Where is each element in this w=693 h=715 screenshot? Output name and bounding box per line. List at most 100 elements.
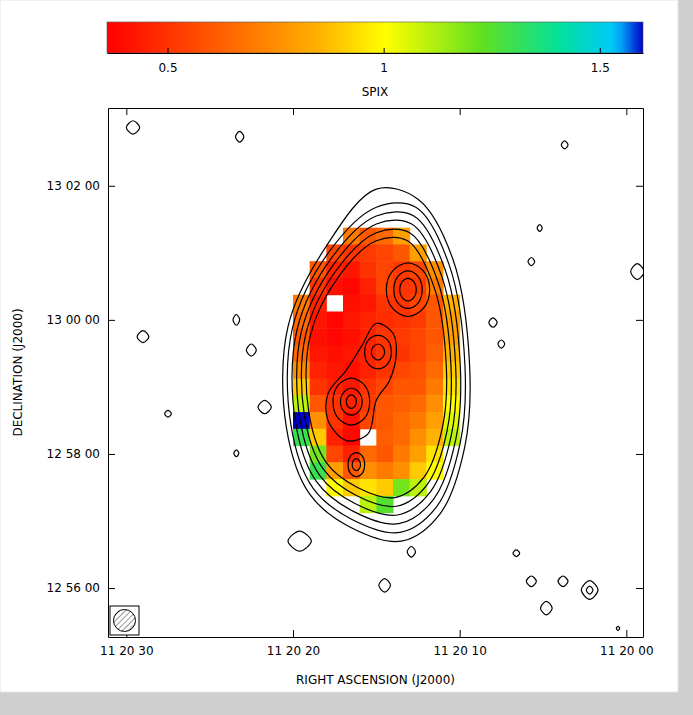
- contour: [287, 203, 465, 533]
- y-axis-right-tick: [636, 320, 643, 321]
- contour: [234, 450, 239, 457]
- contour: [541, 601, 553, 614]
- spix-cell: [376, 446, 393, 463]
- x-axis-tick-mark: [293, 630, 294, 637]
- contour: [301, 229, 451, 507]
- spix-cell: [410, 429, 427, 446]
- y-axis-right-tick: [636, 454, 643, 455]
- contour: [386, 263, 429, 317]
- contour: [581, 581, 598, 600]
- spix-cell: [376, 261, 393, 278]
- spix-cell: [343, 429, 360, 446]
- contour: [513, 550, 520, 557]
- x-axis-top-tick-mark: [626, 108, 627, 115]
- y-axis-tick-label: 13 00 00: [47, 313, 100, 327]
- spix-cell: [426, 412, 443, 429]
- spix-cell: [310, 345, 327, 362]
- y-axis-right-tick-mark: [636, 186, 643, 187]
- spix-cell: [310, 278, 327, 295]
- spix-cell: [426, 328, 443, 345]
- colorbar-axis: 0.511.5: [108, 48, 644, 75]
- spix-cell: [426, 261, 443, 278]
- y-axis-tick-mark: [108, 186, 115, 187]
- spix-cell: [426, 395, 443, 412]
- contour: [352, 459, 360, 471]
- colorbar-tick: 1: [380, 48, 388, 75]
- spix-cell: [376, 412, 393, 429]
- spix-cell: [426, 345, 443, 362]
- plot-area: [126, 121, 643, 631]
- x-axis-tick: 11 20 10: [433, 630, 486, 658]
- contour: [498, 340, 505, 348]
- spix-cell: [310, 379, 327, 396]
- contour: [258, 400, 271, 413]
- spix-cell: [393, 244, 410, 261]
- contour: [346, 395, 356, 408]
- colorbar-title: SPIX: [362, 85, 389, 99]
- beam: [110, 606, 139, 635]
- contour: [137, 331, 149, 343]
- colorbar-tick: 1.5: [591, 48, 610, 75]
- contour: [283, 188, 471, 542]
- y-axis: 12 56 0012 58 0013 00 0013 02 00: [47, 109, 115, 638]
- spix-cell: [376, 244, 393, 261]
- spix-cell: [410, 412, 427, 429]
- y-axis-right-tick-mark: [636, 588, 643, 589]
- x-axis: 11 20 3011 20 2011 20 1011 20 00: [100, 630, 653, 658]
- y-axis-line: [108, 109, 109, 638]
- spix-cell: [360, 261, 377, 278]
- spix-cell: [360, 446, 377, 463]
- figure: 0.511.5SPIX11 20 3011 20 2011 20 1011 20…: [0, 0, 693, 715]
- x-axis-tick: 11 20 00: [600, 630, 653, 658]
- spix-cell: [310, 395, 327, 412]
- contour: [537, 225, 542, 232]
- contour: [292, 212, 461, 524]
- contour: [407, 546, 415, 557]
- spix-cell: [393, 395, 410, 412]
- x-axis-top-tick: [293, 108, 294, 115]
- spix-cell: [343, 278, 360, 295]
- y-axis-title: DECLINATION (J2000): [11, 308, 25, 436]
- contour: [526, 576, 536, 587]
- spix-cell: [376, 429, 393, 446]
- spix-cell: [410, 362, 427, 379]
- spix-cell: [410, 446, 427, 463]
- contour: [165, 410, 172, 417]
- x-axis-title: RIGHT ASCENSION (J2000): [296, 673, 455, 687]
- spix-cell: [310, 295, 327, 312]
- spix-cell: [393, 429, 410, 446]
- spix-cell: [360, 462, 377, 479]
- contour: [528, 258, 535, 266]
- y-axis-tick-label: 12 56 00: [47, 581, 100, 595]
- contour: [306, 237, 447, 498]
- spix-cell: [393, 462, 410, 479]
- contour: [586, 586, 593, 594]
- y-axis-tick-mark: [108, 320, 115, 321]
- spix-cell: [393, 379, 410, 396]
- y-axis-tick-mark: [108, 454, 115, 455]
- spix-cell: [343, 295, 360, 312]
- spix-cell: [343, 328, 360, 345]
- spix-cell: [393, 362, 410, 379]
- colorbar-tick-mark: [384, 48, 385, 53]
- x-axis-tick-mark: [460, 630, 461, 637]
- spix-cell: [360, 295, 377, 312]
- contour: [348, 453, 365, 477]
- colorbar: [107, 22, 643, 53]
- spix-cell: [360, 278, 377, 295]
- contour: [365, 335, 392, 369]
- y-axis-tick-label: 12 58 00: [47, 447, 100, 461]
- colorbar-tick-label: 1: [380, 61, 388, 75]
- contour: [333, 378, 370, 425]
- x-axis-tick-label: 11 20 10: [433, 644, 486, 658]
- colorbar-tick-mark: [600, 48, 601, 53]
- contour: [379, 579, 391, 592]
- page-panel: [0, 0, 678, 692]
- contour: [371, 344, 384, 360]
- y-axis-right: [636, 109, 644, 638]
- y-axis-tick: 13 00 00: [47, 313, 115, 327]
- beam-ellipse: [114, 610, 136, 632]
- spix-cell: [393, 311, 410, 328]
- spix-cell: [376, 479, 393, 496]
- y-axis-tick: 12 56 00: [47, 581, 115, 595]
